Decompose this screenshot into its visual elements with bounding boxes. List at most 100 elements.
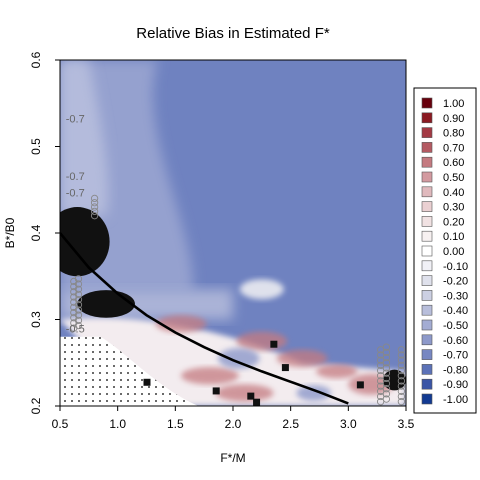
circle-marker [382,343,391,351]
legend-swatch [421,97,433,109]
heatmap-red-streak [181,367,239,385]
x-tick-label: 0.5 [52,417,69,431]
contour-labels: -0.7 -0.7 -0.7 -0.5 [66,113,85,335]
circle-marker [397,398,406,406]
circle-marker [90,194,99,203]
y-axis: 0.2 0.3 0.4 0.5 0.6 [29,51,60,414]
y-tick-label: 0.3 [29,311,43,328]
black-region [382,369,406,391]
legend-label: -0.60 [443,335,468,347]
x-axis-label: F*/M [220,451,245,465]
legend-label: 0.80 [443,128,464,140]
x-axis: 0.5 1.0 1.5 2.0 2.5 3.0 3.5 [52,406,415,431]
legend-swatch [421,245,433,257]
circle-marker [397,346,406,354]
black-speck [143,378,151,386]
circle-marker [90,203,99,211]
legend-label: 1.00 [443,98,464,110]
circle-marker [397,387,406,395]
legend: 1.00 0.90 0.80 0.70 0.60 0.50 0.40 0.30 0.20 0.10… [413,87,477,414]
y-tick-label: 0.4 [29,224,43,241]
legend-swatch [421,364,433,375]
legend-label: -0.30 [443,290,468,302]
legend-swatch [421,334,433,346]
legend-swatch [421,378,433,390]
hatched-region [60,336,199,406]
legend-label: 0.60 [443,157,464,169]
legend-swatch [421,201,433,212]
x-tick-label: 1.0 [109,417,126,431]
legend-label: -0.70 [443,350,468,362]
legend-label: 0.30 [443,202,464,214]
black-speck [281,364,289,372]
legend-swatch [421,186,433,198]
black-region [60,207,110,277]
circle-marker [74,275,83,283]
contour-label: -0.7 [66,171,85,183]
legend-swatch [421,260,433,272]
x-tick-label: 3.5 [398,417,415,431]
heatmap-red-streak [215,384,274,402]
contour-label: -0.5 [66,323,85,335]
legend-swatch [421,142,433,153]
heatmap-red-streak [276,349,328,368]
black-region [77,290,135,318]
legend-swatch [421,290,433,301]
legend-swatch [421,230,433,242]
x-tick-label: 1.5 [167,417,184,431]
circle-marker [397,361,406,369]
legend-swatch [421,349,433,360]
legend-swatch [421,319,433,331]
black-speck [247,392,255,400]
legend-label: -0.50 [443,320,468,332]
circle-marker [397,366,406,375]
legend-label: 0.90 [443,113,464,125]
heatmap-light-spot [239,279,284,300]
y-tick-label: 0.2 [29,397,43,414]
heatmap-blue-patch [296,385,332,401]
contour-label: -0.7 [66,188,85,200]
heatmap-lightest-band [60,60,109,216]
legend-label: -0.20 [443,276,468,288]
contour-label: -0.7 [66,113,85,125]
x-tick-label: 3.0 [340,417,357,431]
legend-swatch [421,216,433,227]
circle-marker [397,382,406,390]
black-speck [212,387,220,395]
boundary-curve [60,232,349,405]
legend-label: -0.40 [443,305,468,317]
black-speck [270,340,278,348]
legend-label: -0.80 [443,364,468,376]
top-dotted-strip [60,60,406,63]
heatmap-red-streak [236,331,288,351]
y-axis-label: B*/B0 [3,217,17,248]
x-tick-label: 2.5 [282,417,299,431]
legend-label: 0.40 [443,187,464,199]
circle-marker [397,372,406,380]
black-regions [60,207,406,406]
legend-label: 0.20 [443,216,464,228]
circle-marker [90,212,99,220]
legend-swatch [421,171,433,183]
circle-marker [397,351,406,359]
y-tick-label: 0.5 [29,138,43,155]
heatmap-cells [60,60,406,406]
legend-label: 0.50 [443,172,464,184]
legend-swatch [421,156,433,168]
circle-marker [397,392,406,401]
legend-swatch [421,112,433,124]
legend-label: -0.90 [443,379,468,391]
chart-title: Relative Bias in Estimated F* [136,25,330,42]
black-speck [253,398,261,406]
plot-area [60,60,406,406]
legend-label: 0.70 [443,142,464,154]
legend-swatch [421,275,433,286]
legend-swatch [421,393,433,405]
legend-label: 0.10 [443,231,464,243]
legend-label: -0.10 [443,261,468,273]
circle-marker [397,356,406,364]
circle-marker [90,199,99,207]
legend-label: 0.00 [443,246,464,258]
black-speck [356,381,364,389]
